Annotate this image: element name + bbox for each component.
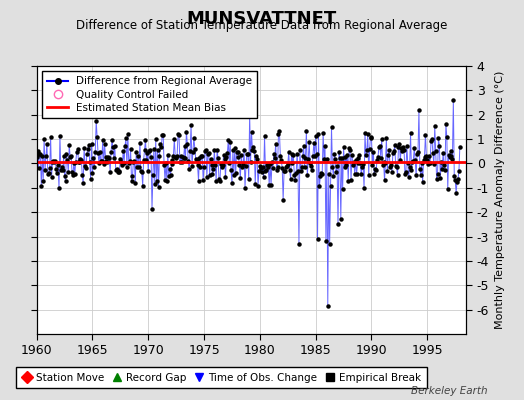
Text: MUNSVATTNET: MUNSVATTNET	[187, 10, 337, 28]
Text: Difference of Station Temperature Data from Regional Average: Difference of Station Temperature Data f…	[77, 19, 447, 32]
Y-axis label: Monthly Temperature Anomaly Difference (°C): Monthly Temperature Anomaly Difference (…	[495, 71, 505, 329]
Text: Berkeley Earth: Berkeley Earth	[411, 386, 487, 396]
Legend: Station Move, Record Gap, Time of Obs. Change, Empirical Break: Station Move, Record Gap, Time of Obs. C…	[16, 367, 427, 388]
